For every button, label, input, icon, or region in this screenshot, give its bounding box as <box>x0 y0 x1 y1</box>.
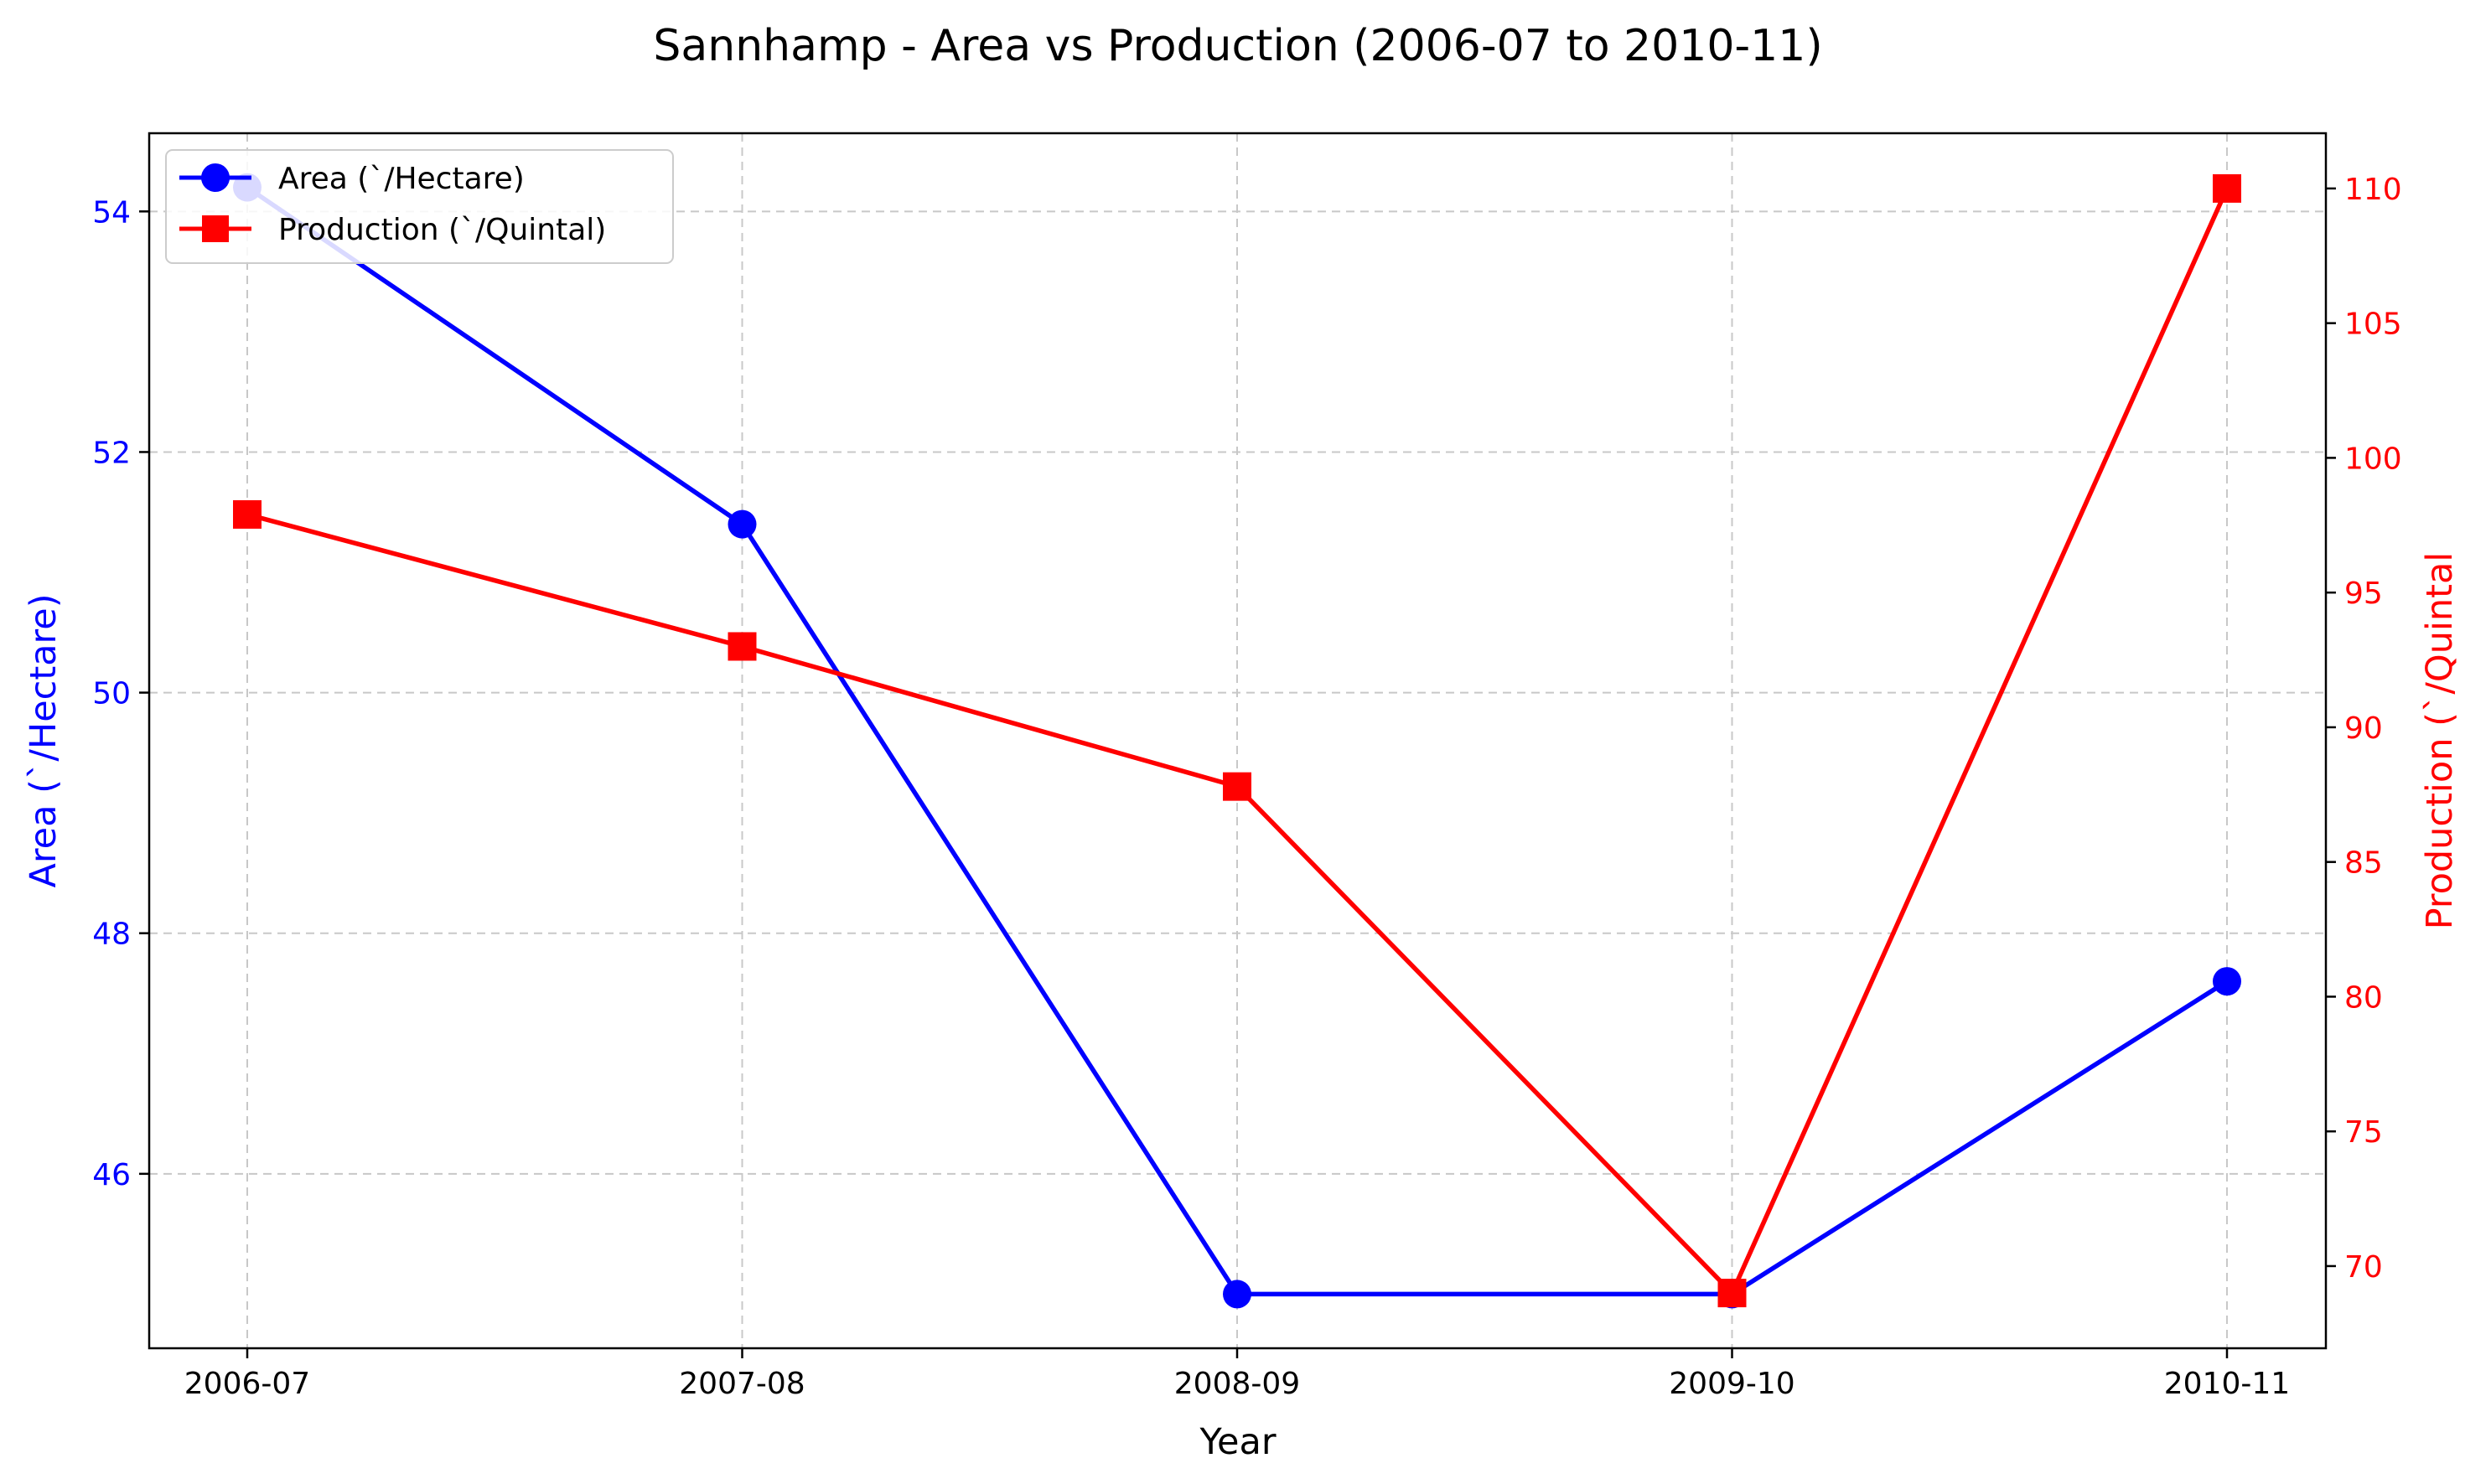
x-tick-label: 2010-11 <box>2164 1367 2290 1401</box>
left-y-tick-label: 52 <box>92 436 131 470</box>
left-y-axis: 46 48 50 52 54 <box>92 195 149 1192</box>
x-tick-label: 2007-08 <box>679 1367 805 1401</box>
left-y-tick-label: 50 <box>92 677 131 711</box>
x-axis: 2006-07 2007-08 2008-09 2009-10 2010-11 <box>184 1348 2290 1401</box>
x-tick-label: 2006-07 <box>184 1367 310 1401</box>
right-y-tick-label: 75 <box>2344 1115 2383 1150</box>
right-y-tick-label: 70 <box>2344 1250 2383 1285</box>
legend-area-marker <box>201 163 230 192</box>
left-y-tick-label: 46 <box>92 1158 131 1192</box>
area-data-point <box>2213 967 2241 996</box>
legend: Area (`/Hectare) Production (`/Quintal) <box>165 149 674 264</box>
x-axis-label: Year <box>1199 1421 1276 1463</box>
legend-area-label: Area (`/Hectare) <box>278 162 525 196</box>
production-data-point <box>1717 1279 1747 1308</box>
legend-box <box>165 149 674 264</box>
area-data-point <box>1223 1280 1251 1309</box>
grid-lines <box>149 133 2326 1348</box>
right-y-tick-label: 85 <box>2344 846 2383 881</box>
right-y-tick-label: 110 <box>2344 173 2402 207</box>
production-data-point <box>2213 173 2241 203</box>
left-y-axis-label: Area (`/Hectare) <box>23 594 65 888</box>
area-data-point <box>728 509 757 539</box>
right-y-tick-label: 105 <box>2344 308 2402 342</box>
right-y-axis: 70 75 80 85 90 95 100 105 110 <box>2326 173 2402 1285</box>
production-data-point <box>728 632 757 661</box>
legend-production-marker <box>202 215 229 242</box>
right-y-axis-label: Production (`/Quintal <box>2419 552 2461 930</box>
production-data-point <box>1223 772 1251 801</box>
right-y-tick-label: 100 <box>2344 442 2402 476</box>
right-y-tick-label: 80 <box>2344 980 2383 1015</box>
right-y-tick-label: 95 <box>2344 577 2383 611</box>
x-tick-label: 2009-10 <box>1669 1367 1794 1401</box>
left-y-tick-label: 54 <box>92 195 131 230</box>
production-data-point <box>233 499 262 529</box>
right-y-tick-label: 90 <box>2344 711 2383 746</box>
left-y-tick-label: 48 <box>92 918 131 952</box>
legend-production-label: Production (`/Quintal) <box>278 213 606 247</box>
x-tick-label: 2008-09 <box>1174 1367 1300 1401</box>
chart-title: Sannhamp - Area vs Production (2006-07 t… <box>653 21 1822 71</box>
